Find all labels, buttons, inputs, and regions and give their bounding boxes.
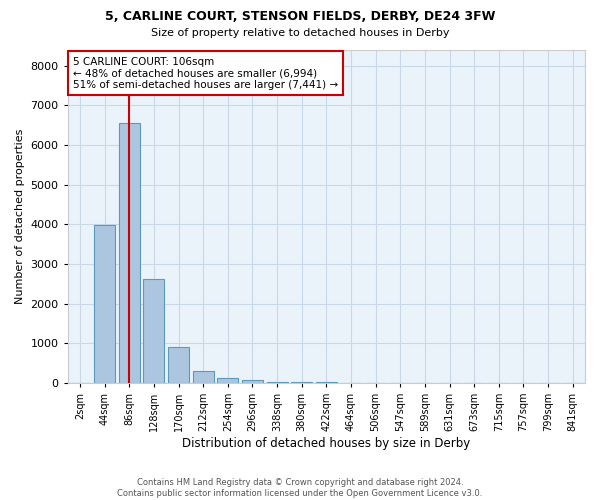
Text: Contains HM Land Registry data © Crown copyright and database right 2024.
Contai: Contains HM Land Registry data © Crown c… <box>118 478 482 498</box>
Bar <box>266 382 287 383</box>
Text: Size of property relative to detached houses in Derby: Size of property relative to detached ho… <box>151 28 449 38</box>
Bar <box>119 123 140 383</box>
Bar <box>291 382 312 383</box>
Text: 5 CARLINE COURT: 106sqm
← 48% of detached houses are smaller (6,994)
51% of semi: 5 CARLINE COURT: 106sqm ← 48% of detache… <box>73 56 338 90</box>
X-axis label: Distribution of detached houses by size in Derby: Distribution of detached houses by size … <box>182 437 470 450</box>
Y-axis label: Number of detached properties: Number of detached properties <box>15 129 25 304</box>
Bar <box>168 347 189 383</box>
Bar <box>143 279 164 383</box>
Bar <box>217 378 238 383</box>
Bar <box>94 225 115 383</box>
Bar <box>193 371 214 383</box>
Bar <box>242 380 263 383</box>
Text: 5, CARLINE COURT, STENSON FIELDS, DERBY, DE24 3FW: 5, CARLINE COURT, STENSON FIELDS, DERBY,… <box>105 10 495 23</box>
